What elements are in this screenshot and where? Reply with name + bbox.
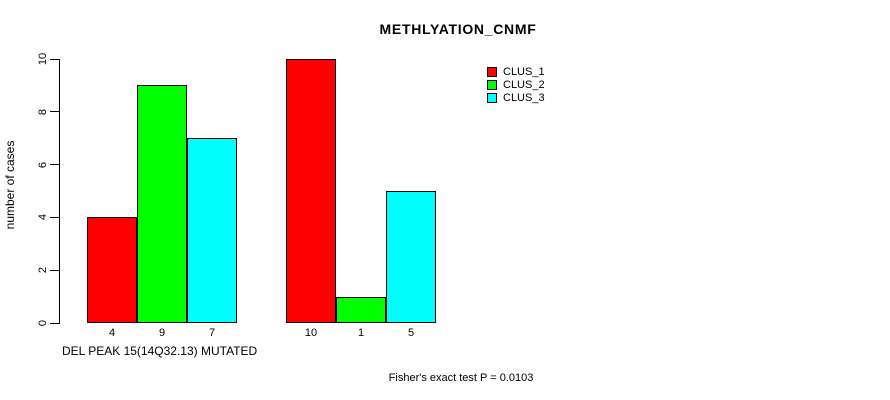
bar-value-label: 5 [407,327,415,339]
y-tick-mark [50,58,59,60]
y-axis-label: number of cases [3,140,17,230]
legend-item-clus_1: CLUS_1 [487,65,545,78]
legend-item-clus_2: CLUS_2 [487,78,545,91]
bar-value-label: 1 [357,327,365,339]
legend-swatch-clus_2 [487,79,497,90]
legend-swatch-clus_1 [487,66,497,77]
x-axis-label: DEL PEAK 15(14Q32.13) MUTATED [62,344,258,358]
y-tick-label: 8 [37,108,49,115]
bar-clus_1-group1 [87,217,137,323]
y-tick-mark [50,111,59,113]
legend-swatch-clus_3 [487,92,497,103]
y-tick-label: 10 [37,52,49,66]
y-tick-mark [50,164,59,166]
bar-clus_2-group2 [336,297,386,323]
y-tick-mark [50,269,59,271]
y-axis-line [59,59,60,324]
bar-value-label: 10 [304,327,318,339]
y-tick-label: 6 [37,161,49,168]
legend: CLUS_1 CLUS_2 CLUS_3 [487,65,545,104]
chart-title: METHLYATION_CNMF [379,21,537,37]
y-tick-label: 2 [37,267,49,274]
y-tick-mark [50,216,59,218]
bar-clus_3-group2 [386,191,436,323]
y-tick-mark [50,322,59,324]
y-tick-label: 4 [37,214,49,221]
bar-value-label: 7 [208,327,216,339]
bar-clus_1-group2 [286,59,336,323]
fisher-test-annotation: Fisher's exact test P = 0.0103 [388,372,534,384]
bar-clus_2-group1 [137,85,187,323]
bar-value-label: 4 [108,327,116,339]
y-tick-label: 0 [37,319,49,327]
legend-label: CLUS_1 [503,65,545,78]
bar-value-label: 9 [158,327,166,339]
legend-label: CLUS_2 [503,78,545,91]
bar-clus_3-group1 [187,138,237,323]
legend-item-clus_3: CLUS_3 [487,91,545,104]
legend-label: CLUS_3 [503,91,545,104]
